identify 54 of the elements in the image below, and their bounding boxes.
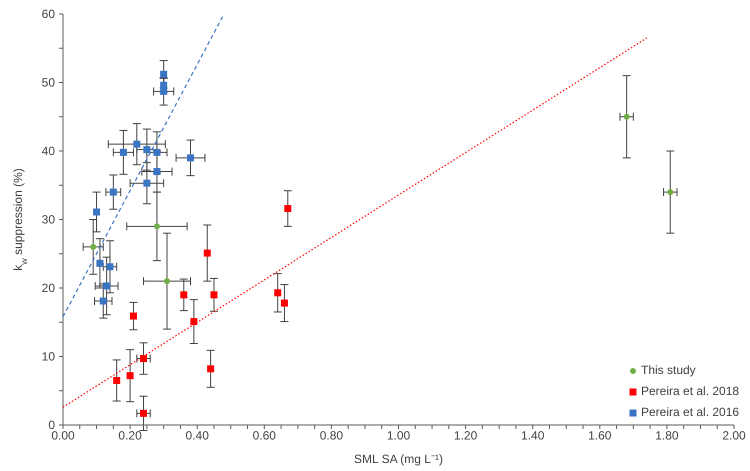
- point: [103, 282, 110, 290]
- legend-label: Pereira et al. 2018: [641, 383, 740, 400]
- x-tick-label: 0.40: [186, 428, 210, 443]
- point: [130, 312, 137, 320]
- point: [160, 70, 168, 78]
- point: [210, 291, 218, 298]
- x-axis-title: SML SA (mg L⁻¹): [354, 452, 443, 466]
- point: [190, 318, 198, 326]
- point: [154, 223, 160, 230]
- y-tick-label: 60: [42, 7, 56, 21]
- point: [140, 410, 148, 417]
- point: [133, 140, 140, 148]
- point: [140, 355, 148, 362]
- point: [153, 168, 160, 176]
- x-tick-label: 1.80: [655, 428, 679, 443]
- point: [153, 148, 160, 156]
- point: [120, 148, 127, 156]
- point: [90, 244, 96, 250]
- y-tick-label: 50: [42, 76, 56, 90]
- point: [110, 188, 117, 196]
- point: [624, 114, 630, 120]
- x-tick-label: 1.40: [521, 428, 545, 443]
- y-tick-label: 10: [42, 350, 56, 364]
- point: [164, 278, 170, 284]
- legend-label: Pereira et al. 2016: [641, 404, 740, 421]
- x-tick-label: 0.20: [118, 428, 142, 443]
- point: [280, 300, 288, 307]
- x-tick-label: 1.20: [454, 428, 478, 443]
- x-tick-label: 0.80: [320, 428, 344, 443]
- point: [284, 205, 292, 212]
- point: [143, 180, 150, 187]
- point: [126, 372, 134, 380]
- x-tick-label: 0.60: [252, 428, 276, 443]
- legend-label: This study: [641, 362, 696, 379]
- point: [180, 291, 188, 298]
- point: [160, 88, 168, 95]
- point: [274, 289, 282, 296]
- point: [96, 260, 104, 267]
- point: [667, 189, 674, 196]
- point: [93, 208, 100, 216]
- x-tick-label: 1.60: [588, 428, 612, 443]
- point: [160, 82, 168, 89]
- y-tick-label: 40: [42, 144, 56, 158]
- x-tick-label: 1.00: [386, 428, 410, 443]
- point: [113, 376, 120, 384]
- point: [186, 154, 194, 162]
- x-tick-label: 2.00: [722, 428, 746, 443]
- y-tick-label: 20: [42, 281, 56, 295]
- point: [204, 250, 211, 257]
- point: [106, 263, 114, 270]
- point: [143, 146, 150, 154]
- y-tick-label: 30: [42, 212, 56, 226]
- point: [100, 298, 107, 305]
- point: [207, 365, 214, 372]
